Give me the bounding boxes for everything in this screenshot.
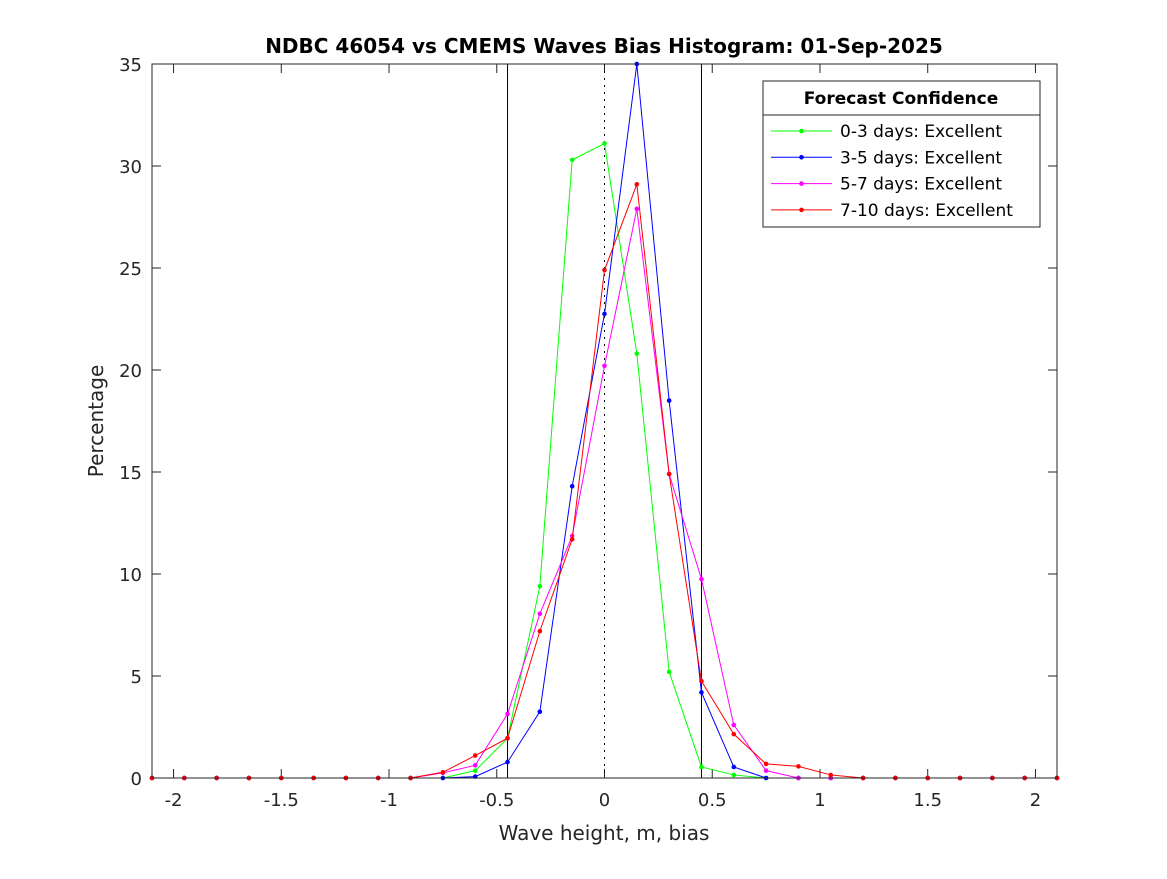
data-point — [634, 206, 640, 212]
data-point — [569, 537, 575, 542]
series-0 — [149, 141, 1060, 781]
legend-swatch-marker — [799, 181, 804, 186]
x-tick-label: 0.5 — [698, 790, 727, 811]
x-tick-label: 2 — [1030, 790, 1041, 811]
y-tick-label: 30 — [119, 157, 142, 178]
series-line — [152, 142, 1057, 779]
series-line — [152, 208, 1057, 779]
x-tick-label: 0 — [599, 790, 610, 811]
data-point — [537, 628, 543, 634]
data-point — [569, 483, 575, 489]
y-tick-label: 15 — [119, 463, 142, 484]
data-point — [537, 583, 543, 589]
data-point — [505, 711, 510, 717]
data-point — [634, 351, 640, 356]
data-point — [731, 772, 737, 778]
data-point — [569, 157, 575, 163]
data-point — [699, 678, 704, 684]
y-tick-label: 10 — [119, 565, 142, 586]
y-axis-label: Percentage — [84, 365, 108, 478]
data-point — [763, 761, 769, 767]
x-tick-label: -0.5 — [479, 790, 514, 811]
y-tick-label: 35 — [119, 55, 142, 76]
data-point — [731, 722, 737, 728]
x-tick-label: -1 — [380, 790, 398, 811]
data-point — [537, 611, 543, 617]
data-point — [666, 669, 672, 675]
y-tick-label: 5 — [131, 667, 142, 688]
legend: Forecast Confidence 0-3 days: Excellent 3… — [762, 80, 1041, 228]
data-point — [828, 772, 834, 778]
data-point — [472, 763, 478, 768]
chart-title: NDBC 46054 vs CMEMS Waves Bias Histogram… — [265, 34, 943, 58]
legend-label: 3-5 days: Excellent — [840, 148, 1002, 168]
y-tick-label: 25 — [119, 259, 142, 280]
legend-swatch-marker — [799, 128, 804, 134]
data-point — [602, 363, 607, 369]
data-point — [699, 690, 704, 695]
data-point — [699, 576, 704, 582]
data-point — [602, 311, 607, 317]
series-3 — [149, 182, 1060, 781]
data-point — [602, 267, 607, 273]
legend-label: 0-3 days: Excellent — [840, 122, 1002, 142]
y-tick-label: 0 — [131, 769, 142, 790]
data-point — [666, 398, 672, 403]
x-axis-label: Wave height, m, bias — [499, 821, 710, 845]
data-point — [472, 768, 478, 773]
data-point — [731, 731, 737, 737]
y-tick-label: 20 — [119, 361, 142, 382]
plot-area-frame — [151, 63, 1058, 779]
legend-swatch-marker — [799, 207, 804, 213]
data-point — [602, 141, 607, 146]
data-point — [763, 768, 769, 773]
data-point — [505, 759, 510, 765]
data-point — [472, 753, 478, 758]
legend-box — [762, 80, 1041, 228]
data-point — [666, 471, 672, 477]
x-tick-label: 1 — [814, 790, 825, 811]
legend-label: 7-10 days: Excellent — [840, 201, 1013, 221]
x-tick-label: 1.5 — [913, 790, 942, 811]
data-point — [796, 764, 801, 769]
legend-swatch-marker — [799, 155, 804, 160]
legend-label: 5-7 days: Excellent — [840, 175, 1002, 195]
legend-title: Forecast Confidence — [804, 89, 999, 109]
data-point — [505, 735, 510, 741]
data-point — [731, 764, 737, 770]
x-tick-label: -2 — [165, 790, 183, 811]
data-point — [634, 182, 640, 187]
x-tick-label: -1.5 — [264, 790, 299, 811]
data-point — [699, 764, 704, 770]
data-point — [537, 709, 543, 714]
data-point — [440, 769, 446, 775]
